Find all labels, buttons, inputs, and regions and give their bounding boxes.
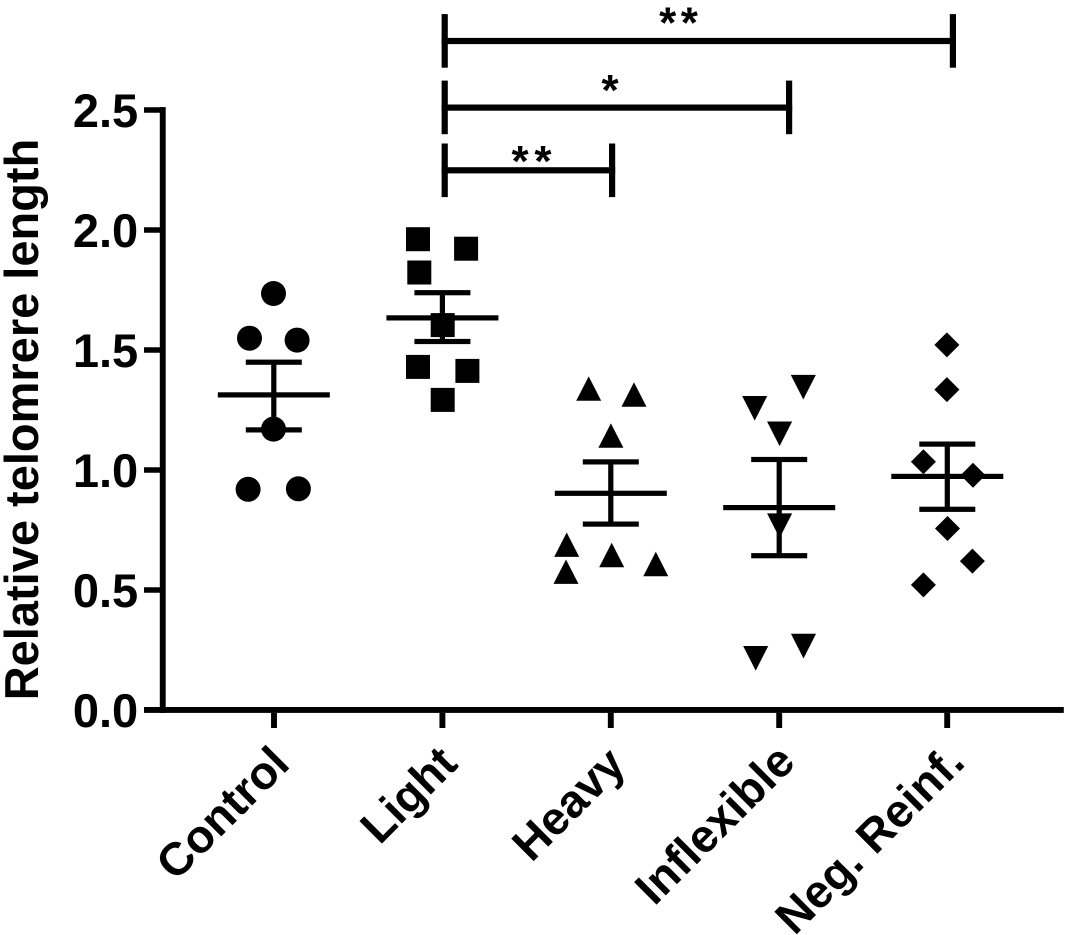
svg-text:*: * [534,137,552,186]
svg-text:Relative telomrere length: Relative telomrere length [0,139,48,701]
svg-text:*: * [602,66,620,115]
svg-text:1.0: 1.0 [73,444,138,497]
svg-text:2.0: 2.0 [73,204,138,257]
svg-text:2.5: 2.5 [73,84,138,137]
svg-text:0.5: 0.5 [73,564,138,617]
svg-text:1.5: 1.5 [73,324,138,377]
svg-text:*: * [659,0,677,47]
svg-text:*: * [681,0,699,47]
svg-text:*: * [512,137,530,186]
svg-text:0.0: 0.0 [73,684,138,737]
